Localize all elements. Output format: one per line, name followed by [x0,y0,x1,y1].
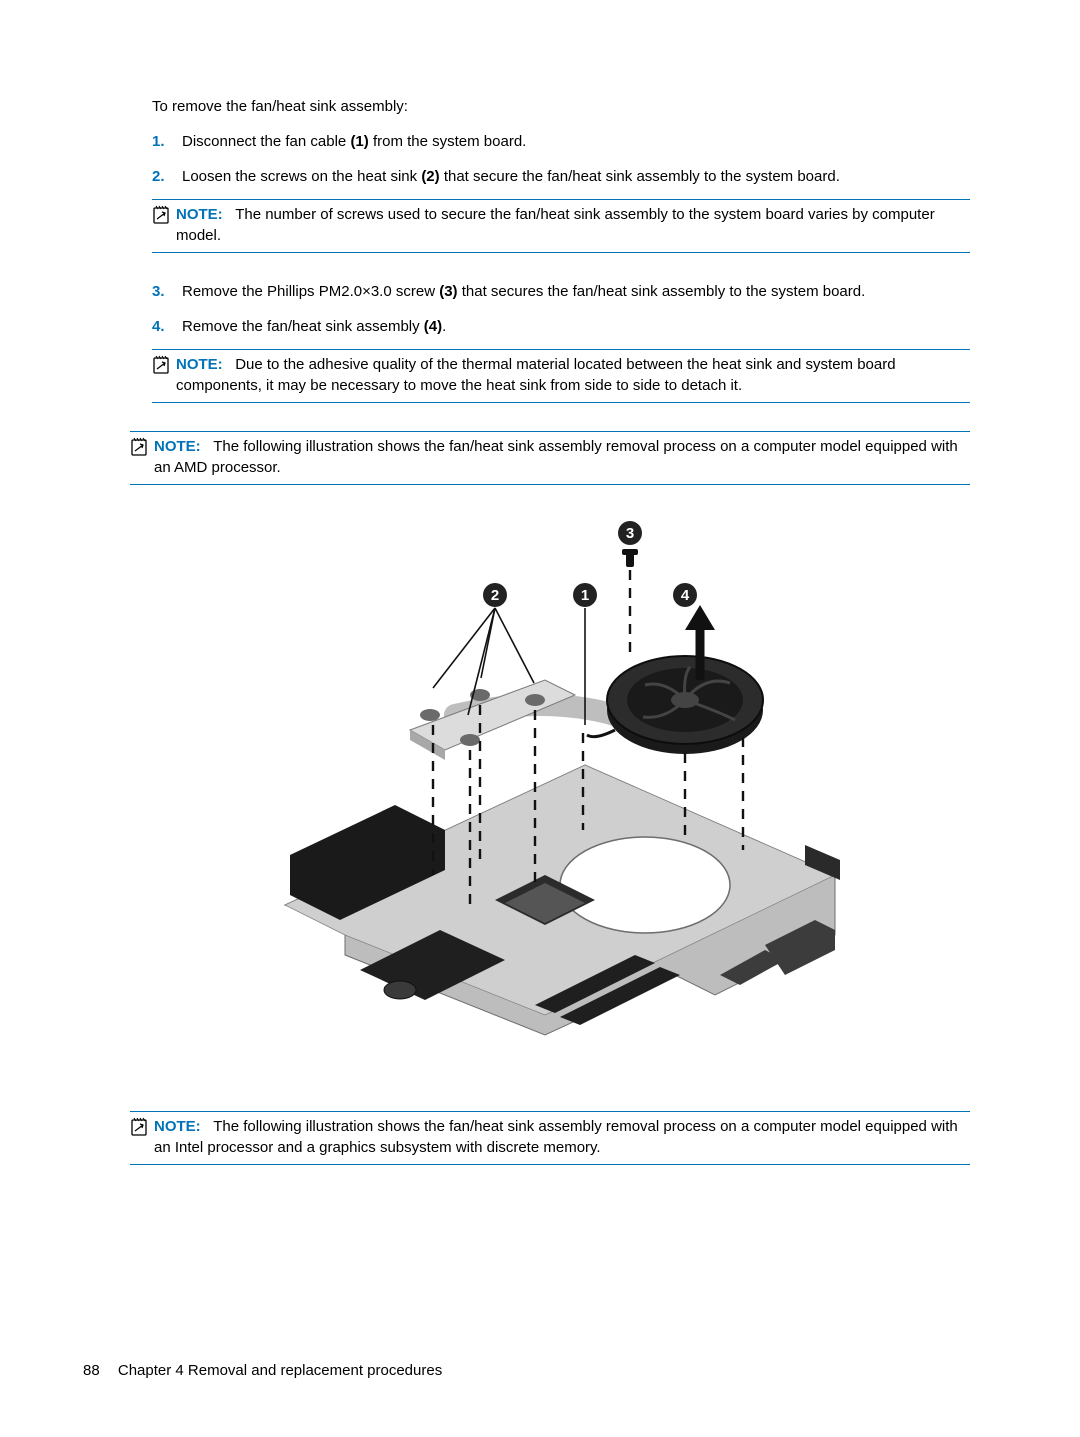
note-label: NOTE: [154,438,201,455]
step-number: 3. [152,281,182,302]
step-item: 4. Remove the fan/heat sink assembly (4)… [152,316,970,417]
note-text: Due to the adhesive quality of the therm… [176,356,896,394]
step-text: Loosen the screws on the heat sink (2) t… [182,166,970,267]
note-label: NOTE: [154,1118,201,1135]
svg-text:2: 2 [491,587,499,604]
note-text: The number of screws used to secure the … [176,206,935,244]
step-item: 1. Disconnect the fan cable (1) from the… [152,131,970,152]
note-body: NOTE: Due to the adhesive quality of the… [176,354,970,396]
page-number: 88 [83,1362,100,1379]
note-icon [152,205,174,231]
step-text: Remove the fan/heat sink assembly (4). N… [182,316,970,417]
note-icon [130,437,152,463]
step-number: 1. [152,131,182,152]
note-body: NOTE: The following illustration shows t… [154,436,970,478]
illustration: 1 2 3 4 [130,515,970,1091]
note-icon [130,1117,152,1143]
note-label: NOTE: [176,356,223,373]
note-block: NOTE: The following illustration shows t… [130,1111,970,1165]
note-block: NOTE: The following illustration shows t… [130,431,970,485]
chapter-title: Chapter 4 Removal and replacement proced… [118,1362,442,1379]
page-footer: 88 Chapter 4 Removal and replacement pro… [83,1360,442,1381]
steps-list: 1. Disconnect the fan cable (1) from the… [152,131,970,417]
note-label: NOTE: [176,206,223,223]
note-text: The following illustration shows the fan… [154,438,958,476]
document-body: To remove the fan/heat sink assembly: 1.… [130,96,970,1165]
step-item: 3. Remove the Phillips PM2.0×3.0 screw (… [152,281,970,302]
system-board [285,765,840,1035]
note-body: NOTE: The following illustration shows t… [154,1116,970,1158]
note-block: NOTE: The number of screws used to secur… [152,199,970,253]
screw-icon [622,549,638,567]
note-icon [152,355,174,381]
note-block: NOTE: Due to the adhesive quality of the… [152,349,970,403]
svg-text:1: 1 [581,587,589,604]
intro-text: To remove the fan/heat sink assembly: [152,96,970,117]
svg-text:4: 4 [681,587,690,604]
note-text: The following illustration shows the fan… [154,1118,958,1156]
step-text: Remove the Phillips PM2.0×3.0 screw (3) … [182,281,970,302]
step-text: Disconnect the fan cable (1) from the sy… [182,131,970,152]
heatsink-assembly [410,656,763,760]
note-body: NOTE: The number of screws used to secur… [176,204,970,246]
svg-text:3: 3 [626,525,634,542]
step-item: 2. Loosen the screws on the heat sink (2… [152,166,970,267]
